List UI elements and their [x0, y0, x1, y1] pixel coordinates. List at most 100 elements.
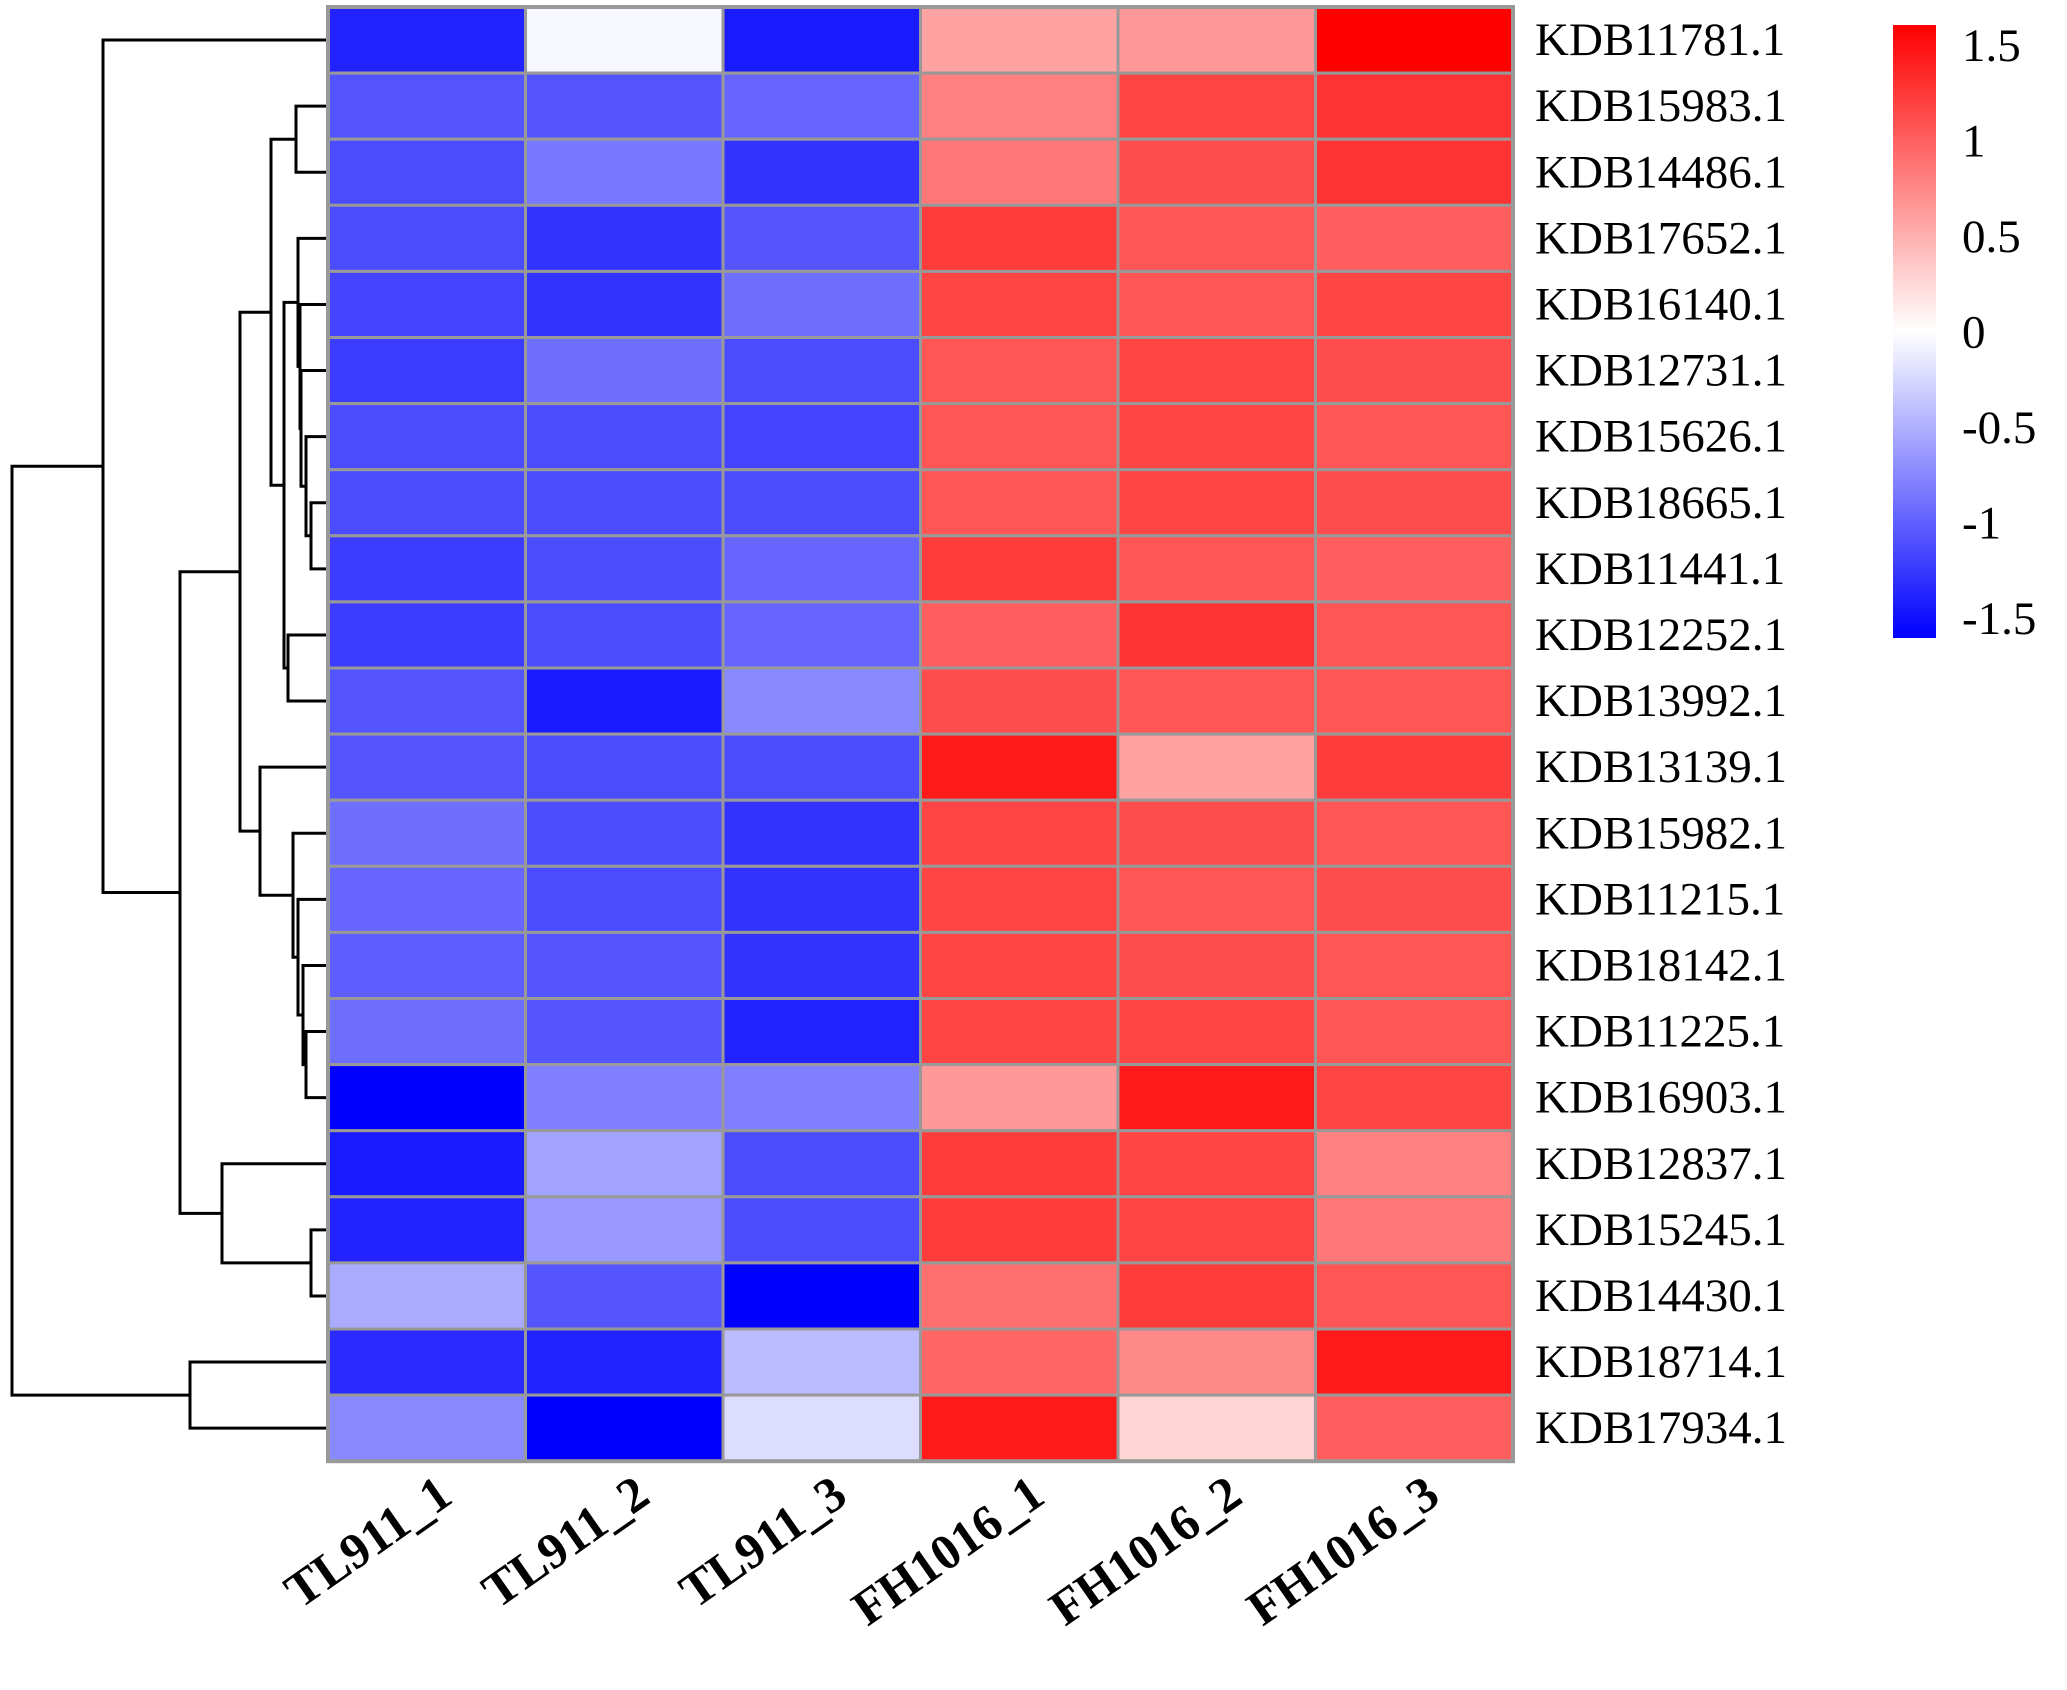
heatmap-cell	[1116, 798, 1317, 868]
heatmap-cell	[1314, 732, 1515, 802]
heatmap-cell	[326, 997, 527, 1067]
heatmap-cell	[721, 732, 922, 802]
column-label: FH1016_3	[1237, 1464, 1449, 1636]
heatmap-cell	[326, 5, 527, 75]
heatmap-cell	[524, 666, 725, 736]
heatmap-cell	[524, 1261, 725, 1331]
heatmap-cell	[1314, 402, 1515, 472]
heatmap-cell	[1314, 5, 1515, 75]
colorbar-tick-label: -1	[1962, 498, 2001, 550]
dendrogram-branch	[10, 464, 190, 1397]
heatmap-cell	[326, 666, 527, 736]
heatmap-cell	[524, 997, 725, 1067]
heatmap-cell	[1314, 1327, 1515, 1397]
heatmap-cell	[721, 864, 922, 934]
heatmap-cell	[721, 1393, 922, 1463]
heatmap-cell	[1314, 1063, 1515, 1133]
heatmap-cell	[919, 1393, 1120, 1463]
heatmap-cell	[1116, 402, 1317, 472]
heatmap-cell	[721, 666, 922, 736]
heatmap-cell	[326, 1129, 527, 1199]
heatmap-cell	[1116, 1327, 1317, 1397]
heatmap-cell	[1314, 1195, 1515, 1265]
heatmap-cell	[919, 5, 1120, 75]
heatmap-cell	[721, 997, 922, 1067]
column-label: TL911_2	[472, 1464, 659, 1618]
heatmap-cell	[1314, 1129, 1515, 1199]
heatmap-cell	[1314, 269, 1515, 339]
heatmap-cell	[721, 468, 922, 538]
heatmap-cell	[326, 534, 527, 604]
row-label: KDB12252.1	[1535, 609, 1787, 661]
heatmap-cell	[721, 1129, 922, 1199]
heatmap-cell	[326, 732, 527, 802]
heatmap-cell	[1314, 468, 1515, 538]
heatmap-cell	[524, 930, 725, 1001]
heatmap-cell	[919, 534, 1120, 604]
heatmap-cell	[721, 336, 922, 406]
heatmap-cell	[1314, 71, 1515, 141]
dendrogram-branch	[238, 310, 271, 833]
heatmap-cell	[326, 137, 527, 207]
heatmap-cell	[919, 1261, 1120, 1331]
heatmap-cell	[326, 1393, 527, 1463]
heatmap-cell	[326, 798, 527, 868]
heatmap-cell	[1314, 600, 1515, 670]
heatmap-cell	[919, 600, 1120, 670]
dendrogram-branch	[296, 236, 328, 368]
heatmap-cell	[1314, 534, 1515, 604]
heatmap-cell	[1116, 71, 1317, 141]
heatmap-cell	[919, 666, 1120, 736]
heatmap-cell	[524, 534, 725, 604]
dendrogram-branch	[188, 1360, 328, 1430]
heatmap-cell	[721, 1261, 922, 1331]
heatmap-cell	[721, 137, 922, 207]
heatmap-cell	[1314, 997, 1515, 1067]
dendrogram-branch	[178, 570, 240, 1215]
heatmap-cell	[919, 1195, 1120, 1265]
heatmap-cell	[1314, 666, 1515, 736]
heatmap-cell	[1116, 1195, 1317, 1265]
heatmap-cell	[1116, 336, 1317, 406]
row-label: KDB15983.1	[1535, 80, 1787, 132]
heatmap-cell	[919, 71, 1120, 141]
colorbar-gradient	[1893, 25, 1936, 638]
heatmap-cell	[919, 336, 1120, 406]
heatmap-cell	[1116, 930, 1317, 1001]
heatmap-cell	[326, 468, 527, 538]
row-label: KDB15982.1	[1535, 807, 1787, 859]
heatmap-cell	[919, 1063, 1120, 1133]
row-label: KDB13992.1	[1535, 675, 1787, 727]
column-label: TL911_1	[274, 1464, 461, 1618]
heatmap-cell	[524, 468, 725, 538]
heatmap-cell	[721, 5, 922, 75]
heatmap-cell	[1116, 5, 1317, 75]
colorbar-tick-label: -1.5	[1962, 593, 2036, 645]
row-label: KDB13139.1	[1535, 741, 1787, 793]
heatmap-cell	[326, 269, 527, 339]
heatmap-cell	[721, 269, 922, 339]
heatmap-cell	[919, 269, 1120, 339]
heatmap-cell	[721, 600, 922, 670]
dendrogram-branch	[304, 1030, 328, 1100]
heatmap-cell	[721, 798, 922, 868]
heatmap-cell	[524, 1393, 725, 1463]
heatmap-cell	[524, 137, 725, 207]
heatmap-cell	[1116, 468, 1317, 538]
row-dendrogram	[10, 38, 328, 1430]
row-label: KDB11781.1	[1535, 14, 1785, 66]
heatmap-cell	[524, 864, 725, 934]
heatmap-cell	[524, 203, 725, 273]
heatmap-cell	[721, 1063, 922, 1133]
heatmap-cell	[919, 930, 1120, 1001]
row-label: KDB14486.1	[1535, 146, 1787, 198]
colorbar-tick-label: 1	[1962, 116, 1986, 168]
dendrogram-branch	[294, 104, 328, 174]
dendrogram-branch	[309, 1228, 328, 1298]
colorbar: 1.5 1 0.5 0 -0.5 -1 -1.5	[1893, 20, 2036, 645]
heatmap-cell	[326, 1063, 527, 1133]
heatmap-cell	[326, 600, 527, 670]
column-label: TL911_3	[669, 1464, 856, 1618]
heatmap-cell	[326, 336, 527, 406]
